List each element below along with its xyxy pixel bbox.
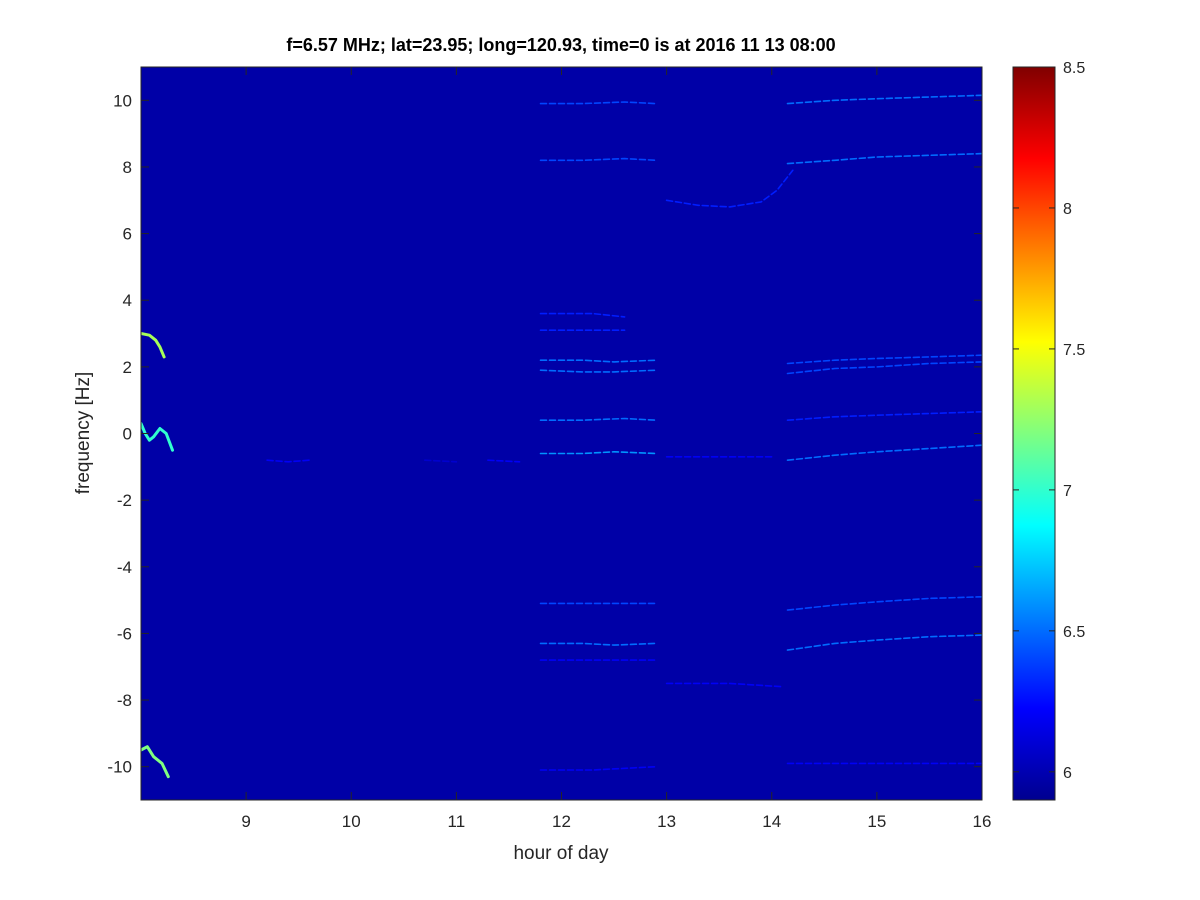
- colorbar-frame: [1012, 66, 1056, 801]
- colorbar-tick-label: 8: [1063, 201, 1072, 218]
- heatmap-traces: [141, 94, 982, 779]
- x-tick-label: 13: [657, 812, 676, 831]
- colorbar-tick-label: 8.5: [1063, 60, 1085, 77]
- trace-12: [665, 169, 794, 208]
- trace-2: [539, 312, 626, 318]
- x-tick-label: 15: [867, 812, 886, 831]
- trace-7: [539, 451, 657, 455]
- trace-20: [786, 444, 982, 461]
- y-tick-label: -8: [117, 691, 132, 710]
- y-tick-label: 8: [123, 158, 132, 177]
- heatmap-background: [141, 67, 982, 800]
- trace-29: [141, 745, 170, 779]
- x-axis-ticks: 9 10 11 12 13 14 15 16: [241, 67, 991, 831]
- trace-14: [665, 682, 784, 688]
- trace-26: [487, 459, 521, 463]
- y-tick-label: 0: [123, 425, 132, 444]
- y-tick-label: -4: [117, 558, 132, 577]
- x-tick-label: 10: [342, 812, 361, 831]
- y-tick-label: -10: [107, 758, 132, 777]
- y-tick-label: 4: [123, 291, 132, 310]
- trace-18: [786, 361, 982, 375]
- trace-9: [539, 642, 657, 646]
- colorbar-tick-label: 6.5: [1063, 624, 1085, 641]
- y-tick-label: -2: [117, 491, 132, 510]
- trace-25: [424, 459, 458, 463]
- colorbar-tick-label: 7: [1063, 483, 1072, 500]
- trace-21: [786, 596, 982, 611]
- trace-1: [539, 157, 657, 162]
- y-tick-label: 6: [123, 225, 132, 244]
- colorbar-tick-label: 7.5: [1063, 342, 1085, 359]
- trace-27: [141, 332, 166, 359]
- x-tick-label: 9: [241, 812, 250, 831]
- trace-22: [786, 634, 982, 651]
- colorbar-gradient: [1013, 67, 1055, 800]
- trace-11: [539, 765, 657, 771]
- colorbar-ticks: 6 6.5 7 7.5 8 8.5: [1013, 60, 1085, 782]
- y-axis-ticks: -10 -8 -6 -4 -2 0 2 4 6 8 10: [107, 91, 982, 777]
- y-tick-label: 2: [123, 358, 132, 377]
- x-tick-label: 12: [552, 812, 571, 831]
- y-tick-label: 10: [113, 91, 132, 110]
- y-tick-label: -6: [117, 624, 132, 643]
- trace-0: [539, 101, 657, 105]
- trace-16: [786, 152, 982, 165]
- x-tick-label: 16: [973, 812, 992, 831]
- trace-5: [539, 369, 657, 373]
- colorbar-tick-label: 6: [1063, 765, 1072, 782]
- trace-6: [539, 417, 657, 421]
- y-axis-label: frequency [Hz]: [73, 372, 94, 495]
- trace-15: [786, 94, 982, 105]
- x-axis-label: hour of day: [513, 843, 609, 864]
- trace-4: [539, 359, 657, 363]
- x-tick-label: 11: [448, 812, 466, 831]
- trace-17: [786, 354, 982, 365]
- chart-title: f=6.57 MHz; lat=23.95; long=120.93, time…: [286, 35, 835, 55]
- trace-24: [266, 459, 310, 463]
- trace-19: [786, 411, 982, 421]
- x-tick-label: 14: [762, 812, 781, 831]
